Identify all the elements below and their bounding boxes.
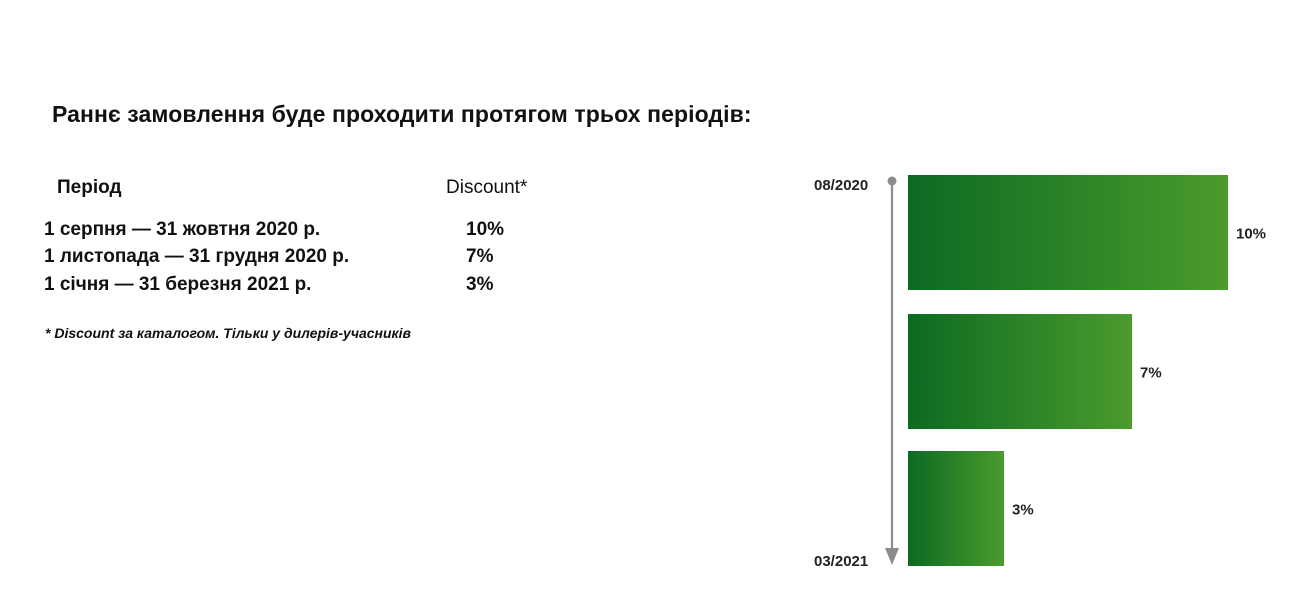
discount-bar-3 — [908, 451, 1004, 566]
discount-row-1: 10% — [466, 219, 505, 240]
discount-column-header: Discount* — [446, 177, 528, 198]
period-row-3: 1 січня — 31 березня 2021 р. — [44, 274, 312, 295]
bar-value-label-3: 3% — [1012, 502, 1034, 519]
discount-row-2: 7% — [466, 246, 494, 267]
period-row-1: 1 серпня — 31 жовтня 2020 р. — [44, 219, 321, 240]
discount-bar-chart: 08/2020 03/2021 10% 7% 3% — [814, 175, 1266, 570]
discount-bar-1 — [908, 175, 1228, 290]
period-column-header: Період — [57, 177, 122, 198]
discount-footnote: * Discount за каталогом. Тільки у дилері… — [45, 325, 412, 341]
page-heading: Раннє замовлення буде проходити протягом… — [52, 101, 752, 127]
timeline-start-marker — [887, 176, 897, 186]
bar-value-label-1: 10% — [1236, 226, 1266, 243]
bars-group: 10% 7% 3% — [908, 175, 1266, 566]
discount-bar-2 — [908, 314, 1132, 429]
timeline-end-label: 03/2021 — [814, 553, 868, 570]
period-row-2: 1 листопада — 31 грудня 2020 р. — [44, 246, 350, 267]
timeline-start-label: 08/2020 — [814, 177, 868, 194]
timeline-arrow-icon — [885, 548, 899, 565]
discount-row-3: 3% — [466, 274, 494, 295]
bar-value-label-2: 7% — [1140, 365, 1162, 382]
